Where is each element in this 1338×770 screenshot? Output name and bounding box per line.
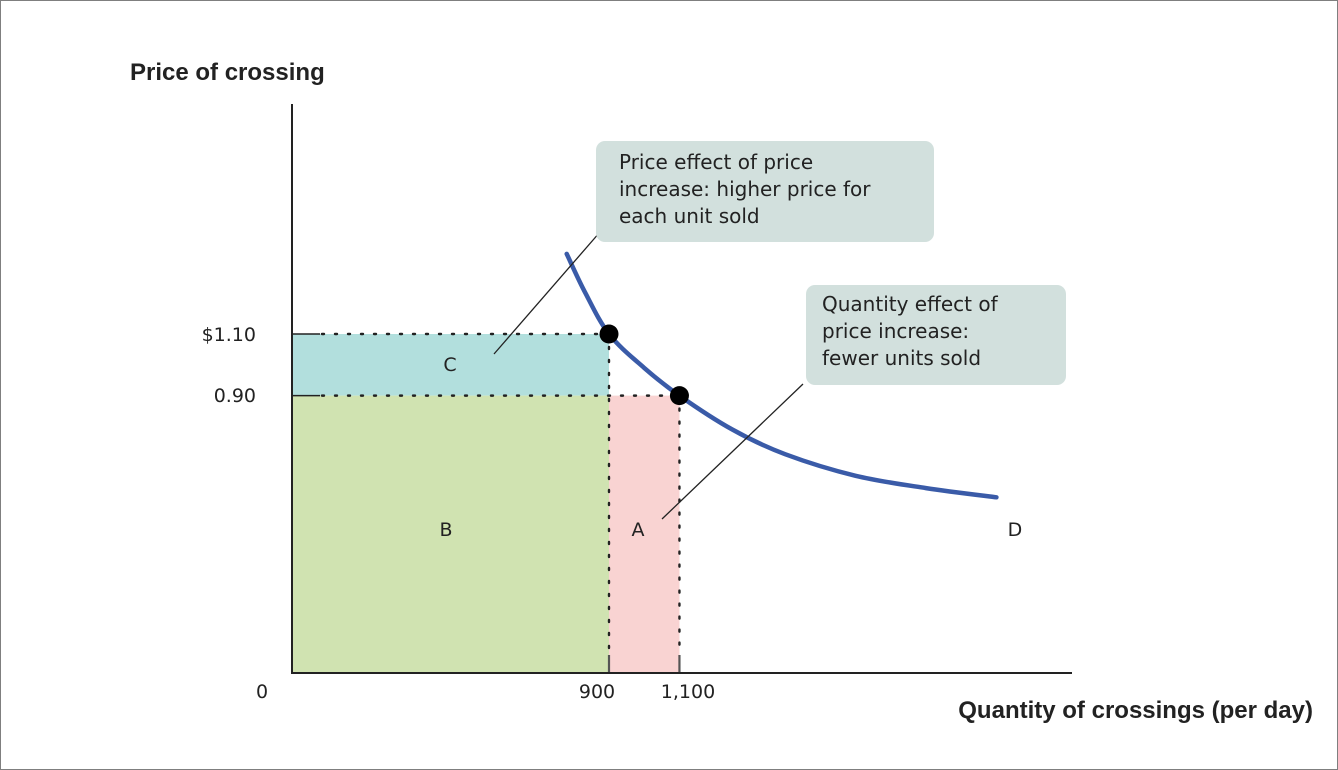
x-tick-label-1100: 1,100	[661, 681, 715, 703]
region-a	[609, 395, 680, 673]
price-effect-leader-line	[493, 231, 601, 355]
demand-curve-group	[564, 251, 999, 500]
equilibrium-point-2	[669, 386, 689, 406]
region-label-c: C	[443, 354, 456, 376]
quantity-effect-leader-line	[661, 383, 804, 520]
highlight-points	[599, 324, 689, 406]
guide-lines	[292, 332, 681, 673]
price-effect-callout: Price effect of price increase: higher p…	[493, 141, 934, 355]
region-b	[292, 395, 609, 673]
region-label-b: B	[439, 519, 452, 541]
origin-label: 0	[256, 681, 268, 703]
quantity-effect-text-line-1: Quantity effect of	[822, 292, 999, 316]
quantity-effect-text-line-2: price increase:	[822, 319, 969, 343]
demand-curve-label: D	[1008, 519, 1023, 541]
quantity-effect-text-line-3: fewer units sold	[822, 346, 981, 370]
region-c	[292, 334, 609, 396]
price-effect-box	[596, 141, 934, 242]
x-tick-label-900: 900	[579, 681, 615, 703]
axes	[291, 104, 1072, 674]
equilibrium-point-1	[599, 324, 619, 344]
y-tick-label-0-90: 0.90	[214, 385, 256, 407]
price-effect-text-line-2: increase: higher price for	[619, 177, 871, 201]
regions	[292, 334, 680, 673]
region-label-a: A	[632, 519, 645, 541]
quantity-effect-box	[806, 285, 1066, 385]
demand-curve	[564, 251, 999, 500]
quantity-effect-callout: Quantity effect of price increase: fewer…	[661, 285, 1066, 520]
price-effect-text-line-1: Price effect of price	[619, 150, 813, 174]
y-axis-title: Price of crossing	[130, 59, 325, 86]
y-tick-label-1-10: $1.10	[202, 324, 256, 346]
price-effect-text-line-3: each unit sold	[619, 204, 760, 228]
x-axis-title: Quantity of crossings (per day)	[958, 697, 1313, 724]
